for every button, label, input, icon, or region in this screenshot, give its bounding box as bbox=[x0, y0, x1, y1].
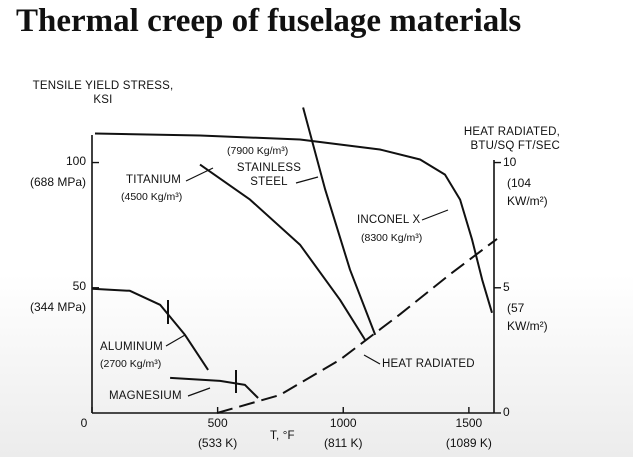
leader-line bbox=[295, 176, 319, 184]
series-line bbox=[94, 132, 493, 314]
series-line bbox=[91, 287, 209, 371]
x-alt-label: (1089 K) bbox=[445, 436, 492, 450]
x-axis-title: T, °F bbox=[270, 430, 295, 442]
y2-alt-label: (57 KW/m²) bbox=[507, 300, 548, 334]
series-density: (7900 Kg/m³) bbox=[227, 145, 289, 157]
y2-alt-label: (104 KW/m²) bbox=[507, 175, 548, 209]
y-alt-label: (344 MPa) bbox=[29, 299, 86, 314]
leader-line bbox=[165, 334, 186, 347]
x-tick-label: 500 bbox=[207, 416, 228, 430]
y2-axis-title: HEAT RADIATED, BTU/SQ FT/SEC bbox=[463, 126, 560, 152]
leader-line bbox=[421, 209, 449, 221]
series-label: ALUMINUM bbox=[100, 341, 163, 353]
y-alt-label: (688 MPa) bbox=[29, 174, 86, 189]
x-tick-label: 1500 bbox=[455, 416, 483, 430]
leader-line bbox=[185, 167, 214, 182]
x-tick-label: 1000 bbox=[329, 416, 357, 430]
y-tick-label: 50 bbox=[72, 278, 86, 293]
leader-line bbox=[187, 387, 211, 397]
y2-tick-label: 10 bbox=[503, 154, 517, 169]
series-line bbox=[170, 376, 259, 399]
y2-tick-label: 5 bbox=[503, 279, 510, 294]
series-label: HEAT RADIATED bbox=[382, 358, 475, 370]
y-axis-title: TENSILE YIELD STRESS, KSI bbox=[32, 80, 174, 106]
series-line bbox=[199, 163, 366, 341]
series-line bbox=[302, 107, 377, 336]
series-density: (4500 Kg/m³) bbox=[121, 191, 183, 203]
x-tick-label: 0 bbox=[80, 416, 88, 430]
y2-tick-label: 0 bbox=[503, 405, 510, 419]
series-density: (8300 Kg/m³) bbox=[361, 232, 423, 244]
x-alt-label: (533 K) bbox=[197, 436, 238, 450]
series-label: STAINLESS STEEL bbox=[236, 162, 302, 188]
slide-title: Thermal creep of fuselage materials bbox=[16, 3, 522, 39]
series-line bbox=[216, 238, 498, 414]
x-alt-label: (811 K) bbox=[324, 436, 363, 450]
series-label: INCONEL X bbox=[357, 214, 421, 226]
series-label: MAGNESIUM bbox=[109, 390, 182, 402]
y-tick-label: 100 bbox=[65, 153, 86, 168]
leader-line bbox=[363, 354, 381, 365]
series-label: TITANIUM bbox=[126, 174, 182, 186]
series-density: (2700 Kg/m³) bbox=[100, 358, 162, 370]
